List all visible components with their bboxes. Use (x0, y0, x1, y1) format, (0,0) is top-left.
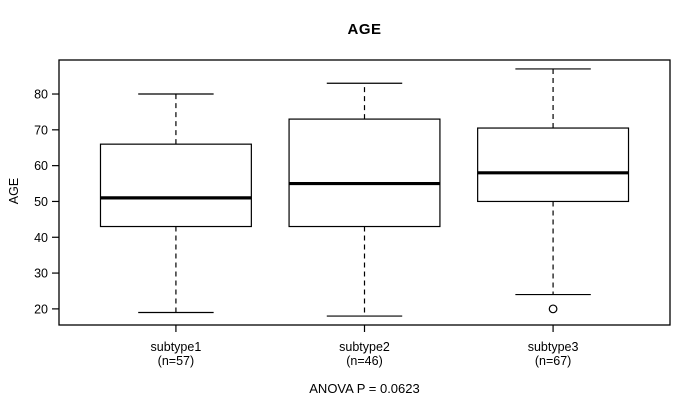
anova-p-value-note: ANOVA P = 0.0623 (309, 381, 420, 396)
y-axis-title: AGE (7, 177, 21, 205)
y-tick-label: 60 (34, 159, 48, 173)
x-group-label: subtype2 (339, 340, 390, 354)
x-group-n-label: (n=57) (158, 354, 194, 368)
y-tick-label: 80 (34, 88, 48, 102)
y-tick-label: 70 (34, 123, 48, 137)
outlier-point (548, 304, 558, 314)
chart-title: AGE (347, 21, 382, 38)
x-group-label: subtype1 (151, 340, 202, 354)
y-tick-label: 40 (34, 231, 48, 245)
y-tick-label: 30 (34, 267, 48, 281)
x-group-n-label: (n=67) (535, 354, 571, 368)
y-tick-label: 50 (34, 195, 48, 209)
x-group-label: subtype3 (528, 340, 579, 354)
x-group-n-label: (n=46) (346, 354, 382, 368)
boxplot-box (99, 143, 252, 228)
y-tick-label: 20 (34, 302, 48, 316)
boxplot-box (288, 118, 441, 228)
boxplot-box (477, 127, 630, 203)
